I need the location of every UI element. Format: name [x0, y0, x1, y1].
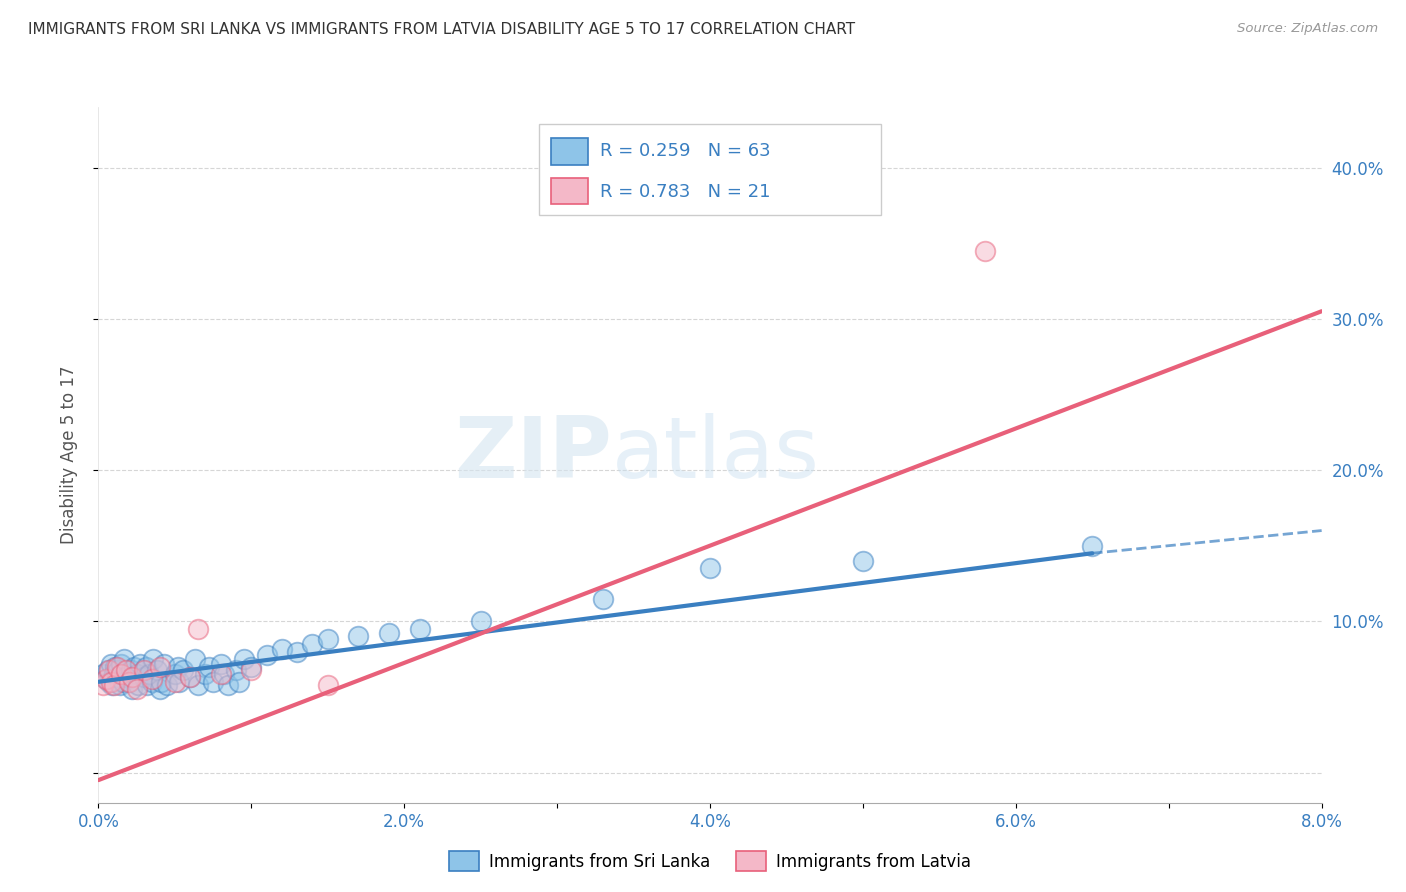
Point [240, 659, 263, 673]
Point [163, 674, 186, 689]
Point [125, 682, 148, 697]
Point [347, 629, 370, 643]
Point [121, 682, 143, 697]
Point [187, 622, 209, 636]
Point [187, 678, 209, 692]
Point [217, 678, 239, 692]
Point [94, 672, 117, 686]
Point [121, 670, 143, 684]
Point [141, 674, 163, 689]
Point [94, 672, 117, 686]
Point [112, 652, 135, 666]
Point [179, 670, 201, 684]
Point [135, 659, 157, 673]
Point [256, 648, 278, 662]
Point [232, 652, 254, 666]
FancyBboxPatch shape [538, 124, 882, 215]
Legend: Immigrants from Sri Lanka, Immigrants from Latvia: Immigrants from Sri Lanka, Immigrants fr… [443, 845, 977, 878]
Text: IMMIGRANTS FROM SRI LANKA VS IMMIGRANTS FROM LATVIA DISABILITY AGE 5 TO 17 CORRE: IMMIGRANTS FROM SRI LANKA VS IMMIGRANTS … [28, 22, 855, 37]
Point [209, 657, 232, 671]
Point [408, 622, 430, 636]
Point [149, 682, 172, 697]
Point [172, 663, 194, 677]
Text: ZIP: ZIP [454, 413, 612, 497]
Point [111, 674, 134, 689]
Point [1081, 539, 1104, 553]
Point [91, 667, 114, 681]
Point [125, 667, 148, 681]
Point [149, 659, 172, 673]
Point [169, 674, 191, 689]
Text: R = 0.259   N = 63: R = 0.259 N = 63 [600, 142, 770, 160]
Point [852, 554, 875, 568]
Point [115, 663, 138, 677]
Point [225, 663, 247, 677]
Point [105, 659, 128, 673]
Point [209, 667, 232, 681]
Point [141, 672, 163, 686]
Point [202, 674, 225, 689]
Point [167, 659, 190, 673]
Point [194, 667, 217, 681]
Point [197, 659, 219, 673]
Point [115, 670, 138, 684]
Point [120, 663, 142, 677]
Point [974, 244, 997, 258]
Point [118, 674, 141, 689]
Point [699, 561, 721, 575]
Point [105, 670, 128, 684]
FancyBboxPatch shape [551, 138, 588, 165]
Point [128, 657, 150, 671]
Text: atlas: atlas [612, 413, 820, 497]
Point [142, 652, 165, 666]
Point [98, 674, 121, 689]
Point [156, 678, 179, 692]
Point [179, 670, 201, 684]
Point [378, 626, 401, 640]
Point [103, 678, 125, 692]
Point [103, 667, 125, 681]
Text: Source: ZipAtlas.com: Source: ZipAtlas.com [1237, 22, 1378, 36]
Point [101, 678, 124, 692]
Point [110, 657, 132, 671]
Point [470, 615, 492, 629]
Point [301, 637, 323, 651]
Point [108, 678, 131, 692]
Point [91, 678, 114, 692]
Y-axis label: Disability Age 5 to 17: Disability Age 5 to 17 [59, 366, 77, 544]
Point [592, 591, 614, 606]
Point [163, 667, 186, 681]
Point [153, 657, 176, 671]
Point [134, 670, 156, 684]
Point [107, 663, 129, 677]
Point [100, 674, 122, 689]
Point [212, 667, 235, 681]
Point [270, 641, 294, 656]
Point [97, 663, 120, 677]
Point [145, 663, 167, 677]
Point [136, 678, 159, 692]
Point [110, 667, 132, 681]
Point [285, 644, 308, 658]
Point [100, 657, 122, 671]
Point [228, 674, 250, 689]
Point [127, 678, 149, 692]
FancyBboxPatch shape [551, 178, 588, 204]
Point [316, 632, 339, 647]
Point [316, 678, 339, 692]
Point [240, 663, 263, 677]
Text: R = 0.783   N = 21: R = 0.783 N = 21 [600, 183, 770, 201]
Point [138, 667, 160, 681]
Point [122, 659, 145, 673]
Point [104, 659, 127, 673]
Point [150, 674, 173, 689]
Point [184, 652, 207, 666]
Point [134, 663, 156, 677]
Point [98, 663, 121, 677]
Point [118, 674, 141, 689]
